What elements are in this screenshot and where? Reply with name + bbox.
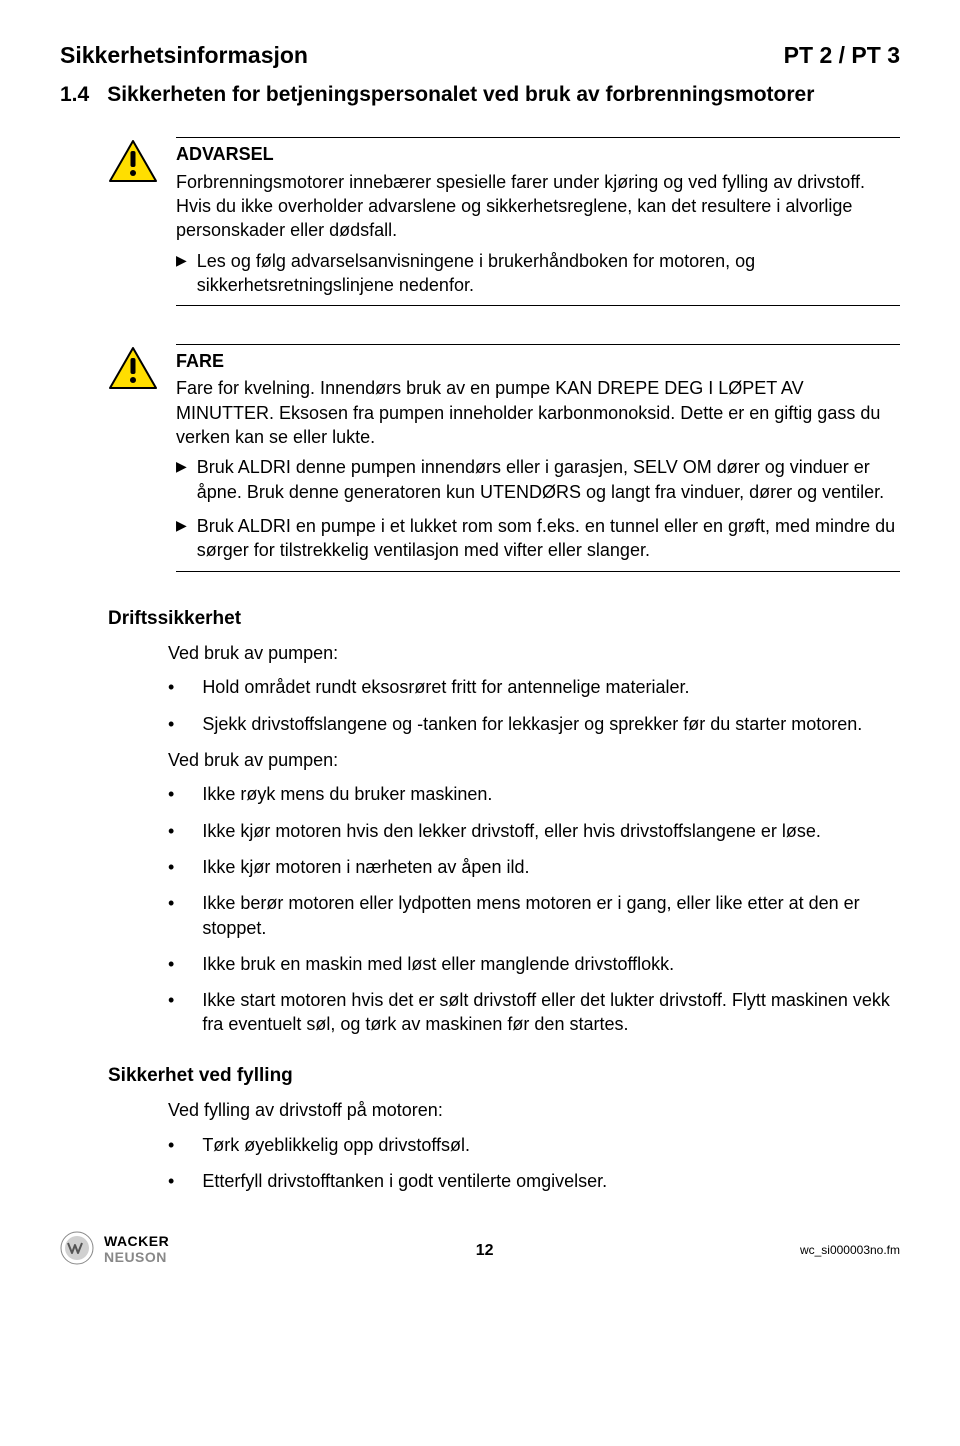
page-number: 12	[476, 1240, 494, 1262]
bullet-icon: •	[168, 819, 174, 843]
bullet-icon: •	[168, 952, 174, 976]
bullet-icon: •	[168, 675, 174, 699]
list-item: •Ikke røyk mens du bruker maskinen.	[168, 782, 900, 806]
fare-label: FARE	[176, 349, 900, 373]
list-item: •Ikke kjør motoren hvis den lekker drivs…	[168, 819, 900, 843]
fare-arrow1: Bruk ALDRI denne pumpen innendørs eller …	[197, 455, 900, 504]
bullet-icon: •	[168, 988, 174, 1037]
warning-icon	[108, 340, 158, 575]
fylling-intro: Ved fylling av drivstoff på motoren:	[168, 1098, 900, 1122]
list-item: •Ikke bruk en maskin med løst eller mang…	[168, 952, 900, 976]
bullet-icon: •	[168, 1169, 174, 1193]
list-item: •Tørk øyeblikkelig opp drivstoffsøl.	[168, 1133, 900, 1157]
drifts-intro2: Ved bruk av pumpen:	[168, 748, 900, 772]
header-right: PT 2 / PT 3	[784, 40, 900, 71]
fare-text: Fare for kvelning. Innendørs bruk av en …	[176, 376, 900, 449]
fylling-heading: Sikkerhet ved fylling	[108, 1063, 900, 1089]
list-item: •Ikke kjør motoren i nærheten av åpen il…	[168, 855, 900, 879]
list-item: •Ikke start motoren hvis det er sølt dri…	[168, 988, 900, 1037]
fare-callout: FARE Fare for kvelning. Innendørs bruk a…	[108, 340, 900, 575]
fare-arrow2: Bruk ALDRI en pumpe i et lukket rom som …	[197, 514, 900, 563]
footer-file: wc_si000003no.fm	[800, 1242, 900, 1258]
bullet-icon: •	[168, 782, 174, 806]
bullet-icon: •	[168, 891, 174, 940]
footer: WACKER NEUSON 12 wc_si000003no.fm	[60, 1223, 900, 1269]
section-number: 1.4	[60, 81, 89, 109]
arrow-icon: ▶	[176, 249, 187, 298]
bullet-icon: •	[168, 712, 174, 736]
arrow-icon: ▶	[176, 455, 187, 504]
list-item: •Ikke berør motoren eller lydpotten mens…	[168, 891, 900, 940]
arrow-icon: ▶	[176, 514, 187, 563]
advarsel-label: ADVARSEL	[176, 142, 900, 166]
advarsel-callout: ADVARSEL Forbrenningsmotorer innebærer s…	[108, 133, 900, 310]
section-title: Sikkerheten for betjeningspersonalet ved…	[107, 81, 900, 109]
list-item: •Sjekk drivstoffslangene og -tanken for …	[168, 712, 900, 736]
warning-icon	[108, 133, 158, 310]
bullet-icon: •	[168, 1133, 174, 1157]
logo-icon	[60, 1231, 94, 1269]
drifts-intro1: Ved bruk av pumpen:	[168, 641, 900, 665]
list-item: •Hold området rundt eksosrøret fritt for…	[168, 675, 900, 699]
bullet-icon: •	[168, 855, 174, 879]
brand-logo: WACKER NEUSON	[104, 1234, 169, 1266]
list-item: •Etterfyll drivstofftanken i godt ventil…	[168, 1169, 900, 1193]
header-left: Sikkerhetsinformasjon	[60, 40, 308, 71]
drifts-heading: Driftssikkerhet	[108, 606, 900, 632]
advarsel-text: Forbrenningsmotorer innebærer spesielle …	[176, 170, 900, 243]
advarsel-arrow1: Les og følg advarselsanvisningene i bruk…	[197, 249, 900, 298]
